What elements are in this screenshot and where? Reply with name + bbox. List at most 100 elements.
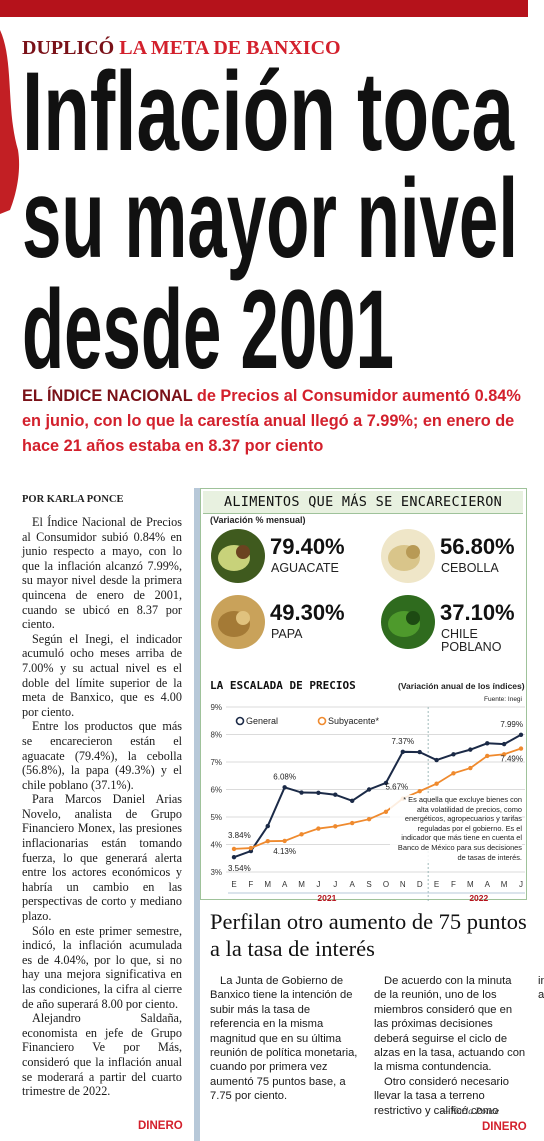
chart-note: * Es aquella que excluye bienes con alta…: [390, 795, 522, 863]
top-rule: [0, 0, 528, 17]
value-label: 7.99%: [500, 720, 523, 729]
photo-detail: [236, 545, 250, 559]
value-label: 3.54%: [228, 864, 251, 873]
legend-label: Subyacente*: [328, 716, 380, 726]
data-point: [248, 845, 254, 851]
data-point: [299, 790, 304, 795]
x-tick-label: M: [467, 880, 474, 889]
food-name: CHILE POBLANO: [441, 627, 502, 654]
year-label: 2021: [317, 893, 336, 903]
paragraph: Alejandro Saldaña, economista en jefe de…: [22, 1011, 182, 1099]
x-tick-label: F: [248, 880, 253, 889]
x-tick-label: A: [350, 880, 356, 889]
y-tick-label: 9%: [210, 703, 222, 712]
y-tick-label: 8%: [210, 731, 222, 740]
food-name: CEBOLLA: [441, 561, 499, 575]
deck-rest: de Precios al Consumidor aumentó 0.84% e…: [22, 387, 521, 455]
data-point: [468, 765, 473, 771]
food-photo: [211, 529, 265, 583]
paragraph: Entre los productos que más se encarecie…: [22, 719, 182, 792]
x-tick-label: J: [333, 880, 337, 889]
data-point: [282, 785, 287, 790]
x-tick-label: M: [501, 880, 508, 889]
food-name: PAPA: [271, 627, 303, 641]
value-label: 7.37%: [391, 737, 414, 746]
paragraph: Sólo en este primer semestre, indicó, la…: [22, 923, 182, 1011]
x-tick-label: J: [519, 880, 523, 889]
x-tick-label: A: [282, 880, 288, 889]
sidebar-box: [200, 488, 527, 900]
figure-dress: [0, 30, 20, 214]
data-point: [316, 826, 321, 831]
food-photo: [381, 529, 435, 583]
value-label: 3.84%: [228, 831, 251, 840]
data-point: [231, 846, 237, 852]
photo-detail: [406, 611, 420, 625]
headline-line: su mayor nivel: [22, 156, 518, 281]
data-point: [383, 809, 389, 814]
data-point: [400, 749, 406, 755]
paragraph: El Índice Nacional de Precios al Consumi…: [22, 515, 182, 632]
data-point: [349, 820, 355, 826]
photo-detail: [406, 545, 420, 559]
data-point: [333, 792, 338, 797]
x-tick-label: E: [231, 880, 236, 889]
article2-body: La Junta de Gobierno de Banxico tiene la…: [210, 974, 544, 1124]
x-tick-label: S: [366, 880, 371, 889]
line-chart: LA ESCALADA DE PRECIOS (Variación anual d…: [210, 679, 525, 903]
data-point: [383, 780, 389, 786]
article-body: El Índice Nacional de Precios al Consumi…: [22, 515, 182, 1099]
data-point: [451, 752, 456, 757]
y-tick-label: 4%: [210, 841, 222, 850]
value-label: 7.49%: [500, 755, 523, 764]
section-tag: DINERO: [138, 1120, 183, 1132]
paragraph: Para Marcos Daniel Arias Novelo, analist…: [22, 792, 182, 924]
data-point: [417, 749, 422, 755]
paragraph: La Junta de Gobierno de Banxico tiene la…: [210, 975, 358, 1103]
deck: EL ÍNDICE NACIONAL de Precios al Consumi…: [22, 384, 522, 459]
foods-title: ALIMENTOS QUE MÁS SE ENCARECIERON: [203, 491, 523, 514]
chart-subtitle: (Variación anual de los índices): [398, 681, 525, 691]
x-tick-label: D: [417, 880, 423, 889]
data-point: [501, 741, 507, 747]
food-value: 37.10%: [440, 600, 515, 625]
year-label: 2022: [469, 893, 488, 903]
legend-marker: [235, 716, 245, 726]
y-tick-label: 7%: [210, 758, 222, 767]
y-tick-label: 6%: [210, 786, 222, 795]
y-tick-label: 5%: [210, 813, 222, 822]
paragraph: De acuerdo con la minuta de la reunión, …: [374, 975, 526, 1074]
photo-detail: [236, 611, 250, 625]
food-photo: [381, 595, 435, 649]
byline: POR KARLA PONCE: [22, 494, 124, 505]
legend-label: General: [246, 716, 278, 726]
sidebar-rule: [194, 488, 200, 1141]
value-label: 6.08%: [273, 772, 296, 781]
kicker: DUPLICÓ LA META DE BANXICO: [22, 35, 341, 59]
value-label: 5.67%: [385, 783, 408, 792]
paragraph: Otro consideró necesario llevar la tasa …: [374, 975, 544, 1117]
x-tick-label: E: [434, 880, 439, 889]
data-point: [299, 832, 304, 837]
data-point: [501, 752, 507, 757]
kicker-rest: LA META DE BANXICO: [119, 37, 340, 59]
data-point: [333, 824, 338, 829]
data-point: [434, 781, 439, 786]
x-tick-label: N: [400, 880, 406, 889]
food-name: AGUACATE: [271, 561, 339, 575]
chart-title: LA ESCALADA DE PRECIOS: [210, 679, 356, 692]
article2-title: Perfilan otro aumento de 75 puntos a la …: [210, 909, 527, 961]
data-point: [282, 838, 287, 844]
header: DUPLICÓ LA META DE BANXICO Inflación toc…: [0, 0, 528, 385]
series-line: [233, 733, 522, 859]
kicker-lead: DUPLICÓ: [22, 35, 114, 59]
x-tick-label: F: [451, 880, 456, 889]
data-point: [265, 823, 270, 829]
data-point: [366, 787, 372, 792]
legend-marker: [317, 716, 327, 726]
value-label: 4.13%: [273, 847, 296, 856]
x-tick-label: O: [383, 880, 389, 889]
data-point: [231, 854, 237, 860]
signature: — Karla Ponce: [440, 1107, 500, 1117]
